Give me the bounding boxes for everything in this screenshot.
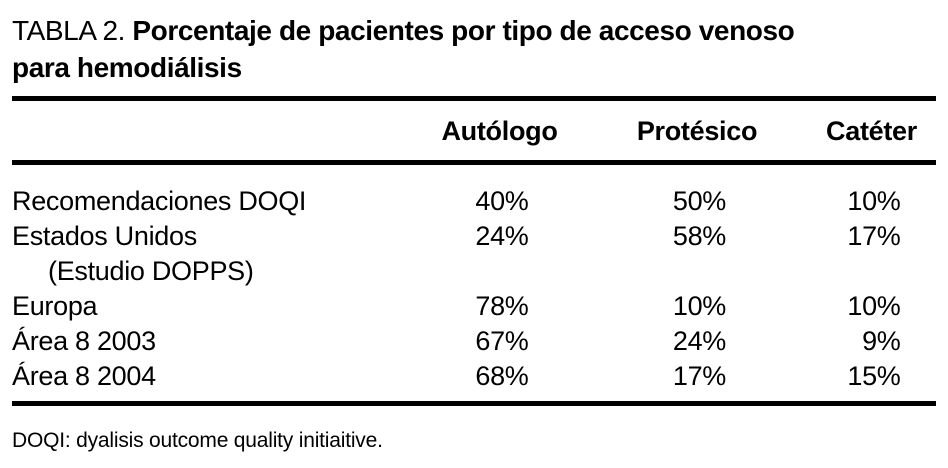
value-cell: 15% [807, 359, 936, 404]
value-cell: 58% [587, 219, 807, 289]
value-cell: 10% [807, 289, 936, 324]
value-cateter: 10% [847, 291, 901, 321]
row-label: Estados Unidos (Estudio DOPPS) [12, 219, 412, 289]
value-cateter: 10% [847, 186, 901, 216]
value-cell: 24% [412, 219, 587, 289]
table-header: Autólogo Protésico Catéter [12, 98, 936, 165]
header-empty-cell [12, 98, 412, 165]
table-body: Recomendaciones DOQI 40% 50% 10% Estados… [12, 163, 936, 404]
value-protesico: 17% [672, 361, 726, 391]
value-cell: 68% [412, 359, 587, 404]
table-number-label: TABLA 2. [12, 15, 126, 46]
value-cateter: 17% [847, 221, 901, 251]
value-autologo: 24% [475, 221, 529, 251]
value-protesico: 10% [672, 291, 726, 321]
value-protesico: 50% [672, 186, 726, 216]
column-header-autologo: Autólogo [412, 98, 587, 165]
value-autologo: 67% [475, 326, 529, 356]
table-row-area-8-2003: Área 8 2003 67% 24% 9% [12, 324, 936, 359]
value-cell: 78% [412, 289, 587, 324]
page: TABLA 2. Porcentaje de pacientes por tip… [12, 12, 936, 452]
value-cell: 10% [587, 289, 807, 324]
column-header-protesico: Protésico [587, 98, 807, 165]
value-cell: 9% [807, 324, 936, 359]
table-title-line2: para hemodiálisis [12, 52, 242, 83]
row-label: Área 8 2003 [12, 326, 156, 356]
value-cateter: 9% [862, 326, 901, 356]
value-cell: 50% [587, 163, 807, 220]
value-cell: 10% [807, 163, 936, 220]
value-cateter: 15% [847, 361, 901, 391]
row-label: Recomendaciones DOQI [12, 186, 307, 216]
value-autologo: 40% [475, 186, 529, 216]
table-row-europa: Europa 78% 10% 10% [12, 289, 936, 324]
value-cell: 24% [587, 324, 807, 359]
table-footnote: DOQI: dyalisis outcome quality initiaiti… [12, 429, 383, 452]
table-row-doqi: Recomendaciones DOQI 40% 50% 10% [12, 163, 936, 220]
row-label-main: Estados Unidos [12, 221, 197, 251]
column-header-cateter: Catéter [807, 98, 936, 165]
table-title-line1: Porcentaje de pacientes por tipo de acce… [132, 15, 795, 46]
table-row-estados-unidos: Estados Unidos (Estudio DOPPS) 24% 58% 1… [12, 219, 936, 289]
value-protesico: 24% [672, 326, 726, 356]
row-label: Área 8 2004 [12, 361, 156, 391]
table-row-area-8-2004: Área 8 2004 68% 17% 15% [12, 359, 936, 404]
header-row: Autólogo Protésico Catéter [12, 98, 936, 165]
value-cell: 17% [587, 359, 807, 404]
row-label: Europa [12, 291, 98, 321]
value-cell: 67% [412, 324, 587, 359]
row-label-sub: (Estudio DOPPS) [48, 256, 254, 286]
value-cell: 40% [412, 163, 587, 220]
value-cell: 17% [807, 219, 936, 289]
value-protesico: 58% [672, 221, 726, 251]
value-autologo: 68% [475, 361, 529, 391]
table-title: TABLA 2. Porcentaje de pacientes por tip… [12, 12, 936, 86]
access-type-table: Autólogo Protésico Catéter Recomendacion… [12, 96, 936, 406]
value-autologo: 78% [475, 291, 529, 321]
